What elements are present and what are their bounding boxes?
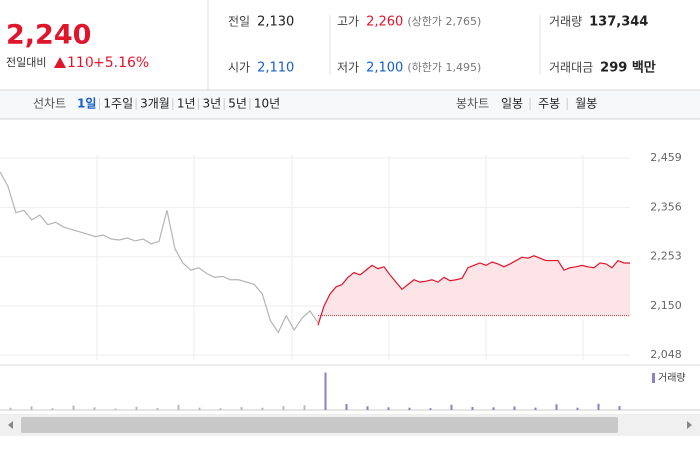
change: 110	[67, 55, 94, 71]
legend-swatch	[652, 373, 655, 383]
stat-value: 2,110	[257, 61, 294, 76]
area-fill	[318, 255, 630, 326]
change-pct: +5.16%	[93, 55, 149, 71]
volume-bar	[534, 407, 537, 410]
stat-label: 거래대금	[549, 61, 593, 75]
volume-bar	[51, 408, 54, 410]
volume-bar	[345, 404, 348, 410]
stat-label: 전일	[228, 15, 250, 29]
volume-bar	[387, 407, 390, 410]
volume-bar	[429, 408, 432, 410]
stat-label: 저가	[337, 61, 359, 75]
stat-label: 고가	[337, 15, 359, 29]
period-tab[interactable]: 3개월	[140, 97, 170, 111]
volume-bar	[114, 408, 117, 410]
price: 2,240	[6, 20, 91, 51]
candle-tab[interactable]: 일봉	[501, 97, 523, 111]
volume-bar	[303, 405, 306, 410]
volume-bar	[9, 407, 12, 410]
stat-value: 2,100	[366, 61, 403, 76]
candle-tab[interactable]: 주봉	[538, 97, 560, 111]
stat-value: 137,344	[589, 15, 648, 30]
period-tab[interactable]: 5년	[228, 97, 247, 111]
volume-bar	[618, 406, 621, 410]
volume-bar	[324, 372, 327, 410]
price-line	[317, 255, 630, 326]
price-line	[0, 171, 319, 334]
stat-note: (상한가 2,765)	[407, 15, 481, 28]
period-tab[interactable]: 1일	[77, 97, 96, 111]
volume-bar	[366, 406, 369, 410]
volume-bar	[156, 407, 159, 410]
volume-bar	[240, 407, 243, 410]
stat-value: 2,260	[366, 15, 403, 30]
stat-label: 시가	[228, 61, 250, 75]
volume-bar	[450, 404, 453, 410]
period-tab[interactable]: 1년	[177, 97, 196, 111]
volume-bar	[30, 406, 33, 410]
tab-label: 봉차트	[456, 97, 489, 111]
volume-bar	[492, 407, 495, 410]
volume-bar	[408, 407, 411, 410]
stat-note: (하한가 1,495)	[407, 60, 481, 74]
volume-bar	[555, 404, 558, 410]
volume-bar	[471, 407, 474, 410]
period-tab[interactable]: 1주일	[103, 97, 133, 111]
y-tick-label: 2,356	[650, 200, 682, 213]
y-tick-label: 2,253	[650, 250, 682, 263]
stat-value: 299 백만	[600, 60, 656, 76]
volume-bar	[93, 407, 96, 410]
volume-bar	[261, 407, 264, 410]
volume-bar	[576, 407, 579, 410]
y-tick-label: 2,459	[650, 151, 682, 164]
volume-bar	[198, 407, 201, 410]
volume-bar	[513, 406, 516, 410]
volume-bar	[72, 405, 75, 410]
candle-tab[interactable]: 월봉	[575, 97, 597, 111]
volume-bar	[177, 404, 180, 410]
stat-label: 거래량	[549, 15, 582, 29]
volume-bar	[282, 406, 285, 410]
period-tab[interactable]: 10년	[254, 97, 280, 111]
volume-bar	[597, 403, 600, 410]
y-tick-label: 2,048	[650, 348, 682, 361]
volume-bar	[219, 408, 222, 410]
y-tick-label: 2,150	[650, 299, 682, 312]
period-tab[interactable]: 3년	[203, 97, 222, 111]
stat-value: 2,130	[257, 15, 294, 30]
volume-bar	[135, 406, 138, 410]
change-label: 전일대비	[6, 55, 46, 69]
legend-label: 거래량	[658, 372, 686, 384]
tab-label: 선차트	[33, 97, 66, 111]
